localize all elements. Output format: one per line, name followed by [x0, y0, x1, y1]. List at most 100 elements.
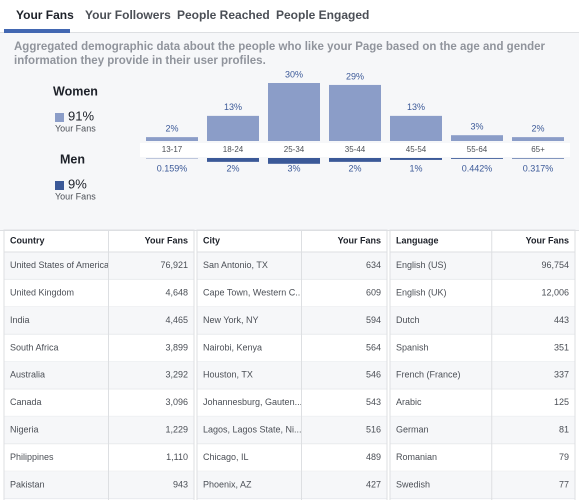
table-cell: French (France)	[396, 370, 461, 380]
table-row-bg	[4, 306, 194, 335]
table-cell: 337	[554, 370, 569, 380]
women-value-label: 13%	[224, 102, 242, 112]
gender-share: 9%	[68, 176, 87, 191]
table-row-bg	[197, 471, 387, 499]
table-cell: 351	[554, 342, 569, 352]
age-label: 55-64	[467, 145, 488, 154]
table-cell: 443	[554, 315, 569, 325]
age-label: 65+	[531, 145, 545, 154]
women-value-label: 3%	[470, 122, 483, 132]
women-bar	[390, 115, 442, 141]
description: Aggregated demographic data about the pe…	[14, 41, 546, 67]
table-cell: 76,921	[160, 260, 188, 270]
legend-swatch	[55, 181, 64, 190]
table-cell: Arabic	[396, 397, 422, 407]
table-cell: 77	[559, 479, 569, 489]
table-header: Language	[396, 235, 439, 245]
table-row-bg	[4, 361, 194, 389]
table-header: Country	[10, 235, 45, 245]
table-cell: Australia	[10, 370, 45, 380]
table-cell: 564	[366, 342, 381, 352]
table-cell: 634	[366, 260, 381, 270]
women-value-label: 2%	[531, 124, 544, 134]
table-cell: 546	[366, 370, 381, 380]
women-value-label: 29%	[346, 71, 364, 81]
table-cell: Johannesburg, Gauten...	[203, 397, 302, 407]
table-cell: 1,110	[166, 452, 188, 462]
table-row-bg	[390, 361, 575, 389]
table-cell: Canada	[10, 397, 42, 407]
table-cell: 96,754	[541, 260, 569, 270]
table-row-bg	[390, 471, 575, 499]
age-label: 25-34	[284, 145, 305, 154]
legend-label: Women	[53, 84, 98, 98]
table-cell: English (US)	[396, 260, 447, 270]
women-bar	[451, 135, 503, 141]
table-row-bg	[4, 416, 194, 444]
table-cell: Houston, TX	[203, 370, 253, 380]
table-row-bg	[4, 471, 194, 499]
men-bar	[268, 158, 320, 164]
table-cell: Cape Town, Western C...	[203, 287, 303, 297]
men-bar	[329, 158, 381, 162]
table-row-bg	[4, 252, 194, 280]
men-value-label: 2%	[348, 163, 361, 173]
table-cell: Romanian	[396, 452, 437, 462]
tab[interactable]: People Engaged	[276, 8, 369, 22]
legend-sublabel: Your Fans	[55, 123, 96, 133]
active-tab-indicator	[4, 29, 70, 33]
table-border	[389, 229, 576, 500]
table-header: City	[203, 235, 220, 245]
age-label: 18-24	[223, 145, 244, 154]
table-cell: 427	[366, 479, 381, 489]
table-cell: Swedish	[396, 479, 430, 489]
table-header: Your Fans	[338, 235, 381, 245]
table-cell: 1,229	[165, 424, 188, 434]
table-cell: Spanish	[396, 342, 429, 352]
table-cell: Philippines	[10, 452, 54, 462]
age-axis-band	[140, 143, 570, 157]
table-cell: Lagos, Lagos State, Ni...	[203, 424, 302, 434]
table-cell: 594	[366, 315, 381, 325]
men-bar	[512, 158, 564, 159]
men-bar	[390, 158, 442, 160]
table-cell: India	[10, 315, 30, 325]
gender-share: 91%	[68, 108, 94, 123]
men-value-label: 2%	[226, 163, 239, 173]
table-cell: Phoenix, AZ	[203, 479, 252, 489]
tab[interactable]: Your Followers	[85, 8, 171, 22]
men-value-label: 0.317%	[523, 163, 554, 173]
tab[interactable]: People Reached	[177, 8, 270, 22]
tab-bar	[0, 0, 579, 32]
table-cell: 79	[559, 452, 569, 462]
table-cell: 516	[366, 424, 381, 434]
table-cell: San Antonio, TX	[203, 260, 268, 270]
table-border	[196, 229, 388, 500]
men-value-label: 1%	[409, 163, 422, 173]
table-cell: Pakistan	[10, 479, 45, 489]
table-cell: 4,465	[165, 315, 188, 325]
table-cell: 943	[173, 479, 188, 489]
table-cell: Nairobi, Kenya	[203, 342, 262, 352]
women-bar	[268, 83, 320, 141]
table-cell: 3,899	[165, 342, 188, 352]
table-cell: German	[396, 424, 429, 434]
table-row-bg	[390, 416, 575, 444]
women-bar	[329, 84, 381, 141]
table-row-bg	[197, 416, 387, 444]
table-row-bg	[197, 361, 387, 389]
table-cell: 125	[554, 397, 569, 407]
table-row-bg	[197, 306, 387, 335]
women-value-label: 30%	[285, 69, 303, 79]
table-cell: 3,292	[165, 370, 188, 380]
table-cell: 489	[366, 452, 381, 462]
table-header: Your Fans	[145, 235, 188, 245]
table-row-bg	[390, 306, 575, 335]
table-row-bg	[197, 252, 387, 280]
table-cell: 3,096	[165, 397, 188, 407]
table-cell: 4,648	[165, 287, 188, 297]
women-bar	[512, 137, 564, 141]
tab[interactable]: Your Fans	[16, 8, 74, 22]
